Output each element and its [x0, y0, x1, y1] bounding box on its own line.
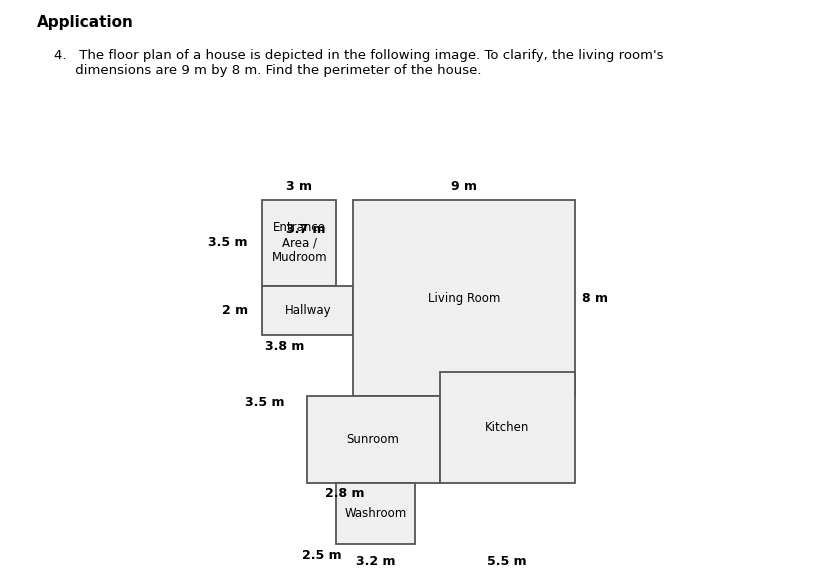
Text: 2 m: 2 m — [222, 304, 247, 317]
Text: 5.5 m: 5.5 m — [487, 555, 527, 568]
Text: 2.5 m: 2.5 m — [301, 549, 341, 562]
Text: Hallway: Hallway — [285, 304, 331, 317]
Text: 2.8 m: 2.8 m — [325, 487, 364, 500]
Text: 3.2 m: 3.2 m — [356, 555, 395, 568]
Text: 4.   The floor plan of a house is depicted in the following image. To clarify, t: 4. The floor plan of a house is depicted… — [54, 49, 663, 77]
Text: 3.5 m: 3.5 m — [245, 396, 285, 409]
Bar — [354, 200, 575, 396]
Bar — [440, 372, 575, 483]
Text: Sunroom: Sunroom — [347, 433, 399, 446]
Text: Washroom: Washroom — [344, 507, 407, 520]
Text: 3 m: 3 m — [286, 181, 312, 193]
Text: 9 m: 9 m — [452, 181, 477, 193]
Text: 3.8 m: 3.8 m — [265, 340, 305, 353]
Bar — [307, 396, 440, 483]
Bar — [262, 200, 336, 286]
Text: Application: Application — [37, 15, 134, 30]
Text: 3.5 m: 3.5 m — [208, 236, 247, 249]
Text: 3.7 m: 3.7 m — [286, 223, 325, 236]
Text: Living Room: Living Room — [428, 292, 500, 304]
Bar — [336, 483, 415, 544]
Text: Kitchen: Kitchen — [485, 421, 530, 433]
Text: Entrance
Area /
Mudroom: Entrance Area / Mudroom — [271, 221, 327, 264]
Bar — [262, 286, 354, 335]
Text: 8 m: 8 m — [583, 292, 608, 304]
